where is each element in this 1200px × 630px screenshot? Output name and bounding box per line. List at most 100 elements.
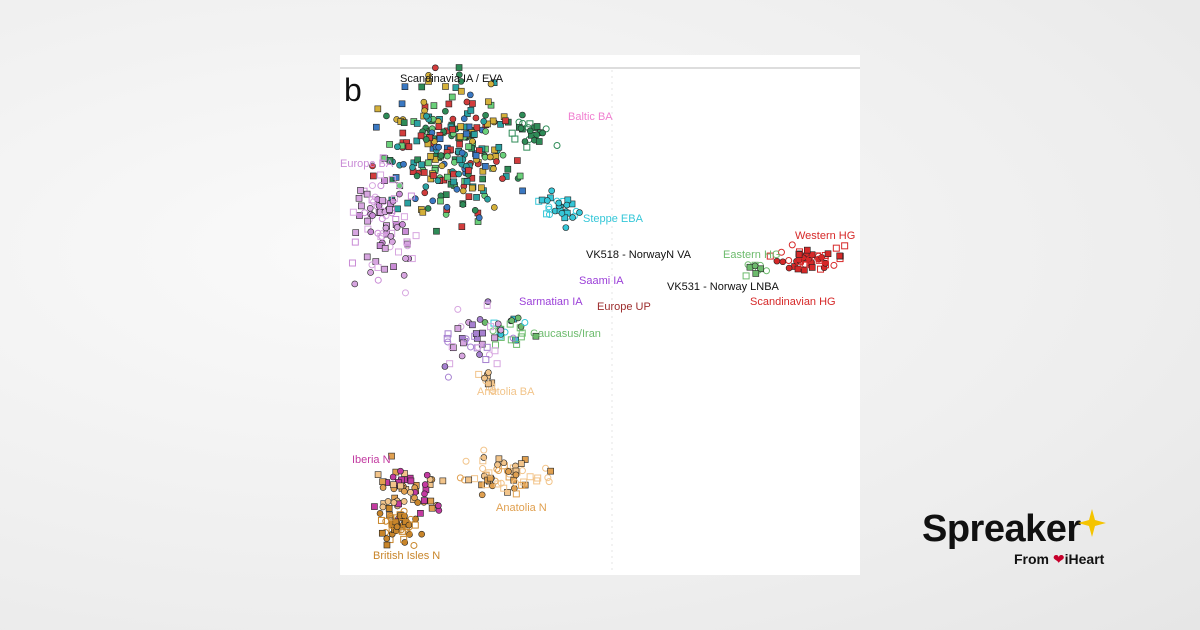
scatter-dot bbox=[483, 343, 491, 351]
scatter-dot bbox=[532, 332, 540, 340]
scatter-dot bbox=[460, 115, 468, 122]
scatter-dot bbox=[482, 163, 489, 170]
scatter-dot bbox=[444, 338, 452, 346]
scatter-dot bbox=[444, 373, 452, 381]
scatter-dot bbox=[379, 154, 387, 162]
scatter-dot bbox=[497, 326, 505, 334]
scatter-dot bbox=[388, 175, 396, 183]
scatter-dot bbox=[430, 102, 438, 109]
scatter-dot bbox=[418, 83, 426, 91]
scatter-dot bbox=[504, 165, 512, 173]
scatter-dot bbox=[427, 152, 434, 160]
cluster-label: Saami IA bbox=[579, 275, 624, 287]
scatter-dot bbox=[481, 319, 489, 326]
scatter-dot bbox=[402, 228, 409, 235]
scatter-dot bbox=[448, 343, 456, 351]
scatter-dot bbox=[405, 530, 413, 538]
scatter-dot bbox=[484, 195, 491, 203]
scatter-dot bbox=[348, 259, 356, 267]
scatter-dot bbox=[521, 138, 529, 145]
scatter-dot bbox=[381, 265, 388, 273]
cluster-label: British Isles N bbox=[373, 550, 440, 562]
scatter-dot bbox=[485, 351, 493, 359]
scatter-dot bbox=[376, 510, 384, 517]
scatter-dot bbox=[509, 334, 517, 342]
scatter-dot bbox=[456, 474, 464, 482]
scatter-dot bbox=[407, 192, 415, 200]
scatter-dot bbox=[442, 107, 449, 115]
scatter-dot bbox=[486, 153, 494, 161]
scatter-dot bbox=[372, 258, 380, 265]
scatter-dot bbox=[401, 83, 409, 91]
scatter-dot bbox=[555, 199, 562, 207]
scatter-dot bbox=[355, 194, 363, 202]
scatter-dot bbox=[397, 467, 404, 475]
scatter-dot bbox=[473, 194, 480, 201]
scatter-dot bbox=[422, 183, 430, 190]
scatter-dot bbox=[386, 157, 394, 164]
scatter-dot bbox=[519, 111, 526, 119]
scatter-dot bbox=[535, 138, 543, 145]
scatter-dot bbox=[800, 261, 808, 269]
scatter-dot bbox=[796, 257, 804, 265]
scatter-dot bbox=[386, 141, 393, 148]
scatter-dot bbox=[472, 152, 480, 159]
scatter-dot bbox=[349, 208, 357, 216]
scatter-dot bbox=[521, 318, 529, 326]
scatter-dot bbox=[777, 248, 785, 256]
scatter-dot bbox=[374, 105, 382, 113]
scatter-dot bbox=[505, 468, 512, 475]
cluster-label: Steppe EBA bbox=[583, 213, 644, 225]
scatter-dot bbox=[394, 248, 402, 256]
scatter-dot bbox=[420, 98, 428, 106]
scatter-dot bbox=[465, 193, 473, 200]
scatter-dot bbox=[417, 510, 424, 517]
scatter-dot bbox=[497, 121, 504, 128]
scatter-dot bbox=[495, 455, 503, 463]
scatter-dot bbox=[421, 490, 428, 498]
scatter-dot bbox=[500, 484, 508, 492]
scatter-dot bbox=[836, 252, 844, 260]
scatter-dot bbox=[383, 112, 390, 120]
scatter-dot bbox=[824, 250, 832, 258]
scatter-dot bbox=[442, 191, 450, 198]
scatter-dot bbox=[478, 491, 486, 499]
scatter-dot bbox=[373, 202, 381, 210]
scatter-dot bbox=[393, 224, 401, 231]
scatter-dot bbox=[788, 241, 796, 249]
scatter-dot bbox=[533, 123, 541, 130]
scatter-dot bbox=[438, 162, 446, 170]
scatter-dot bbox=[411, 521, 419, 529]
scatter-dot bbox=[450, 178, 458, 186]
scatter-dot bbox=[393, 523, 401, 531]
scatter-dot bbox=[402, 255, 409, 262]
scatter-dot bbox=[752, 270, 760, 277]
scatter-dot bbox=[463, 130, 470, 138]
scatter-dot bbox=[424, 205, 432, 212]
scatter-dot bbox=[429, 197, 437, 205]
scatter-dot bbox=[407, 515, 415, 523]
scatter-dot bbox=[491, 347, 499, 355]
scatter-dot bbox=[489, 327, 497, 335]
scatter-dot bbox=[493, 158, 500, 165]
scatter-dot bbox=[377, 232, 385, 240]
scatter-dot bbox=[405, 521, 413, 529]
scatter-dot bbox=[563, 201, 571, 209]
scatter-dot bbox=[385, 505, 393, 512]
scatter-dot bbox=[413, 172, 421, 180]
scatter-dot bbox=[408, 255, 416, 263]
scatter-dot bbox=[465, 143, 472, 151]
scatter-dot bbox=[379, 484, 387, 491]
scatter-dot bbox=[467, 107, 475, 114]
cluster-label: Scandinavian HG bbox=[750, 296, 836, 308]
scatter-dot bbox=[478, 184, 485, 192]
scatter-dot bbox=[464, 110, 471, 118]
scatter-dot bbox=[399, 221, 406, 228]
scatter-dot bbox=[418, 161, 426, 169]
scatter-dot bbox=[489, 117, 497, 125]
scatter-dot bbox=[518, 481, 526, 489]
scatter-dot bbox=[471, 207, 479, 214]
scatter-dot bbox=[409, 164, 416, 171]
scatter-dot bbox=[412, 232, 420, 240]
